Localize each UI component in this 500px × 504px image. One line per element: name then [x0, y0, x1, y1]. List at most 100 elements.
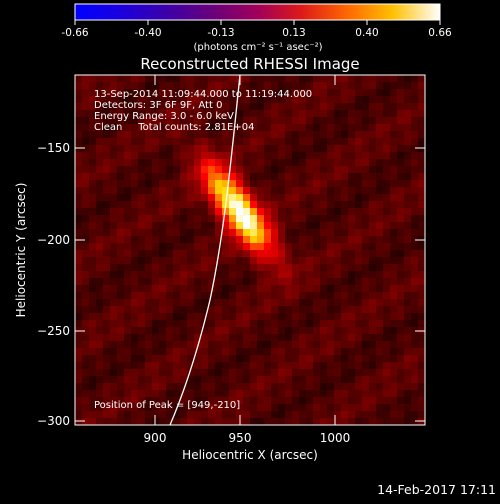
heatmap-cell: [250, 145, 258, 153]
heatmap-cell: [131, 131, 139, 139]
heatmap-cell: [376, 285, 384, 293]
heatmap-cell: [187, 138, 195, 146]
heatmap-cell: [292, 110, 300, 118]
heatmap-cell: [264, 299, 272, 307]
heatmap-cell: [180, 299, 188, 307]
heatmap-cell: [89, 117, 97, 125]
heatmap-cell: [243, 159, 251, 167]
heatmap-cell: [313, 159, 321, 167]
heatmap-cell: [376, 159, 384, 167]
heatmap-cell: [327, 369, 335, 377]
heatmap-cell: [201, 320, 209, 328]
heatmap-cell: [82, 187, 90, 195]
heatmap-cell: [376, 117, 384, 125]
heatmap-cell: [362, 376, 370, 384]
heatmap-cell: [320, 257, 328, 265]
heatmap-cell: [376, 201, 384, 209]
heatmap-cell: [348, 166, 356, 174]
heatmap-cell: [404, 250, 412, 258]
heatmap-cell: [159, 180, 167, 188]
heatmap-cell: [404, 348, 412, 356]
heatmap-cell: [411, 201, 419, 209]
heatmap-cell: [236, 278, 244, 286]
heatmap-cell: [285, 159, 293, 167]
heatmap-cell: [166, 376, 174, 384]
heatmap-cell: [229, 397, 237, 405]
heatmap-cell: [348, 362, 356, 370]
heatmap-cell: [208, 159, 216, 167]
heatmap-cell: [201, 355, 209, 363]
heatmap-cell: [397, 201, 405, 209]
heatmap-cell: [75, 257, 83, 265]
heatmap-cell: [250, 383, 258, 391]
heatmap-cell: [236, 320, 244, 328]
heatmap-cell: [355, 96, 363, 104]
heatmap-cell: [201, 173, 209, 181]
heatmap-cell: [369, 194, 377, 202]
heatmap-cell: [96, 264, 104, 272]
heatmap-cell: [299, 124, 307, 132]
heatmap-cell: [369, 369, 377, 377]
heatmap-cell: [292, 411, 300, 419]
heatmap-cell: [369, 257, 377, 265]
heatmap-cell: [397, 411, 405, 419]
heatmap-cell: [180, 334, 188, 342]
heatmap-cell: [180, 243, 188, 251]
heatmap-cell: [89, 110, 97, 118]
heatmap-cell: [222, 383, 230, 391]
heatmap-cell: [292, 159, 300, 167]
heatmap-cell: [404, 404, 412, 412]
heatmap-cell: [257, 145, 265, 153]
heatmap-cell: [222, 369, 230, 377]
heatmap-cell: [75, 362, 83, 370]
heatmap-cell: [96, 103, 104, 111]
heatmap-cell: [362, 313, 370, 321]
heatmap-cell: [390, 404, 398, 412]
heatmap-cell: [334, 355, 342, 363]
heatmap-cell: [82, 257, 90, 265]
heatmap-cell: [194, 292, 202, 300]
heatmap-cell: [152, 103, 160, 111]
heatmap-cell: [159, 75, 167, 83]
heatmap-cell: [348, 285, 356, 293]
heatmap-cell: [376, 180, 384, 188]
heatmap-cell: [96, 313, 104, 321]
heatmap-cell: [355, 145, 363, 153]
heatmap-cell: [117, 180, 125, 188]
heatmap-cell: [82, 327, 90, 335]
heatmap-cell: [411, 257, 419, 265]
heatmap-cell: [215, 159, 223, 167]
heatmap-cell: [145, 110, 153, 118]
heatmap-cell: [418, 306, 425, 314]
heatmap-cell: [243, 390, 251, 398]
heatmap-cell: [89, 222, 97, 230]
heatmap-cell: [138, 208, 146, 216]
annotation-line: Clean Total counts: 2.81E+04: [94, 122, 254, 133]
heatmap-cell: [229, 285, 237, 293]
heatmap-cell: [131, 390, 139, 398]
heatmap-cell: [278, 229, 286, 237]
heatmap-cell: [334, 159, 342, 167]
heatmap-cell: [222, 271, 230, 279]
colorbar-tick-label: 0.66: [428, 27, 452, 39]
heatmap-cell: [222, 411, 230, 419]
heatmap-cell: [145, 383, 153, 391]
heatmap-cell: [299, 138, 307, 146]
heatmap-cell: [124, 292, 132, 300]
heatmap-cell: [334, 383, 342, 391]
heatmap-cell: [229, 236, 237, 244]
heatmap-cell: [110, 208, 118, 216]
heatmap-cell: [362, 299, 370, 307]
heatmap-cell: [418, 404, 425, 412]
heatmap-cell: [369, 110, 377, 118]
heatmap-cell: [243, 341, 251, 349]
heatmap-cell: [75, 250, 83, 258]
heatmap-cell: [362, 201, 370, 209]
heatmap-cell: [348, 292, 356, 300]
heatmap-cell: [271, 264, 279, 272]
heatmap-cell: [173, 236, 181, 244]
heatmap-cell: [292, 103, 300, 111]
heatmap-cell: [243, 299, 251, 307]
heatmap-cell: [96, 166, 104, 174]
heatmap-cell: [110, 229, 118, 237]
